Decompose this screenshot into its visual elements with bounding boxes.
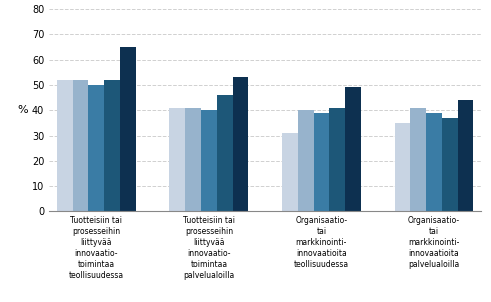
Bar [345,88,361,211]
Bar [233,77,248,211]
Bar [185,108,201,211]
Bar [395,123,410,211]
Bar [458,100,473,211]
Bar [57,80,73,211]
Y-axis label: %: % [18,105,28,115]
Bar [73,80,88,211]
Bar [201,110,217,211]
Bar [442,118,458,211]
Bar [169,108,185,211]
Bar [329,108,345,211]
Bar [217,95,233,211]
Bar [410,108,426,211]
Bar [120,47,136,211]
Bar [88,85,104,211]
Bar [282,133,298,211]
Bar [314,113,329,211]
Bar [104,80,120,211]
Bar [426,113,442,211]
Bar [298,110,314,211]
